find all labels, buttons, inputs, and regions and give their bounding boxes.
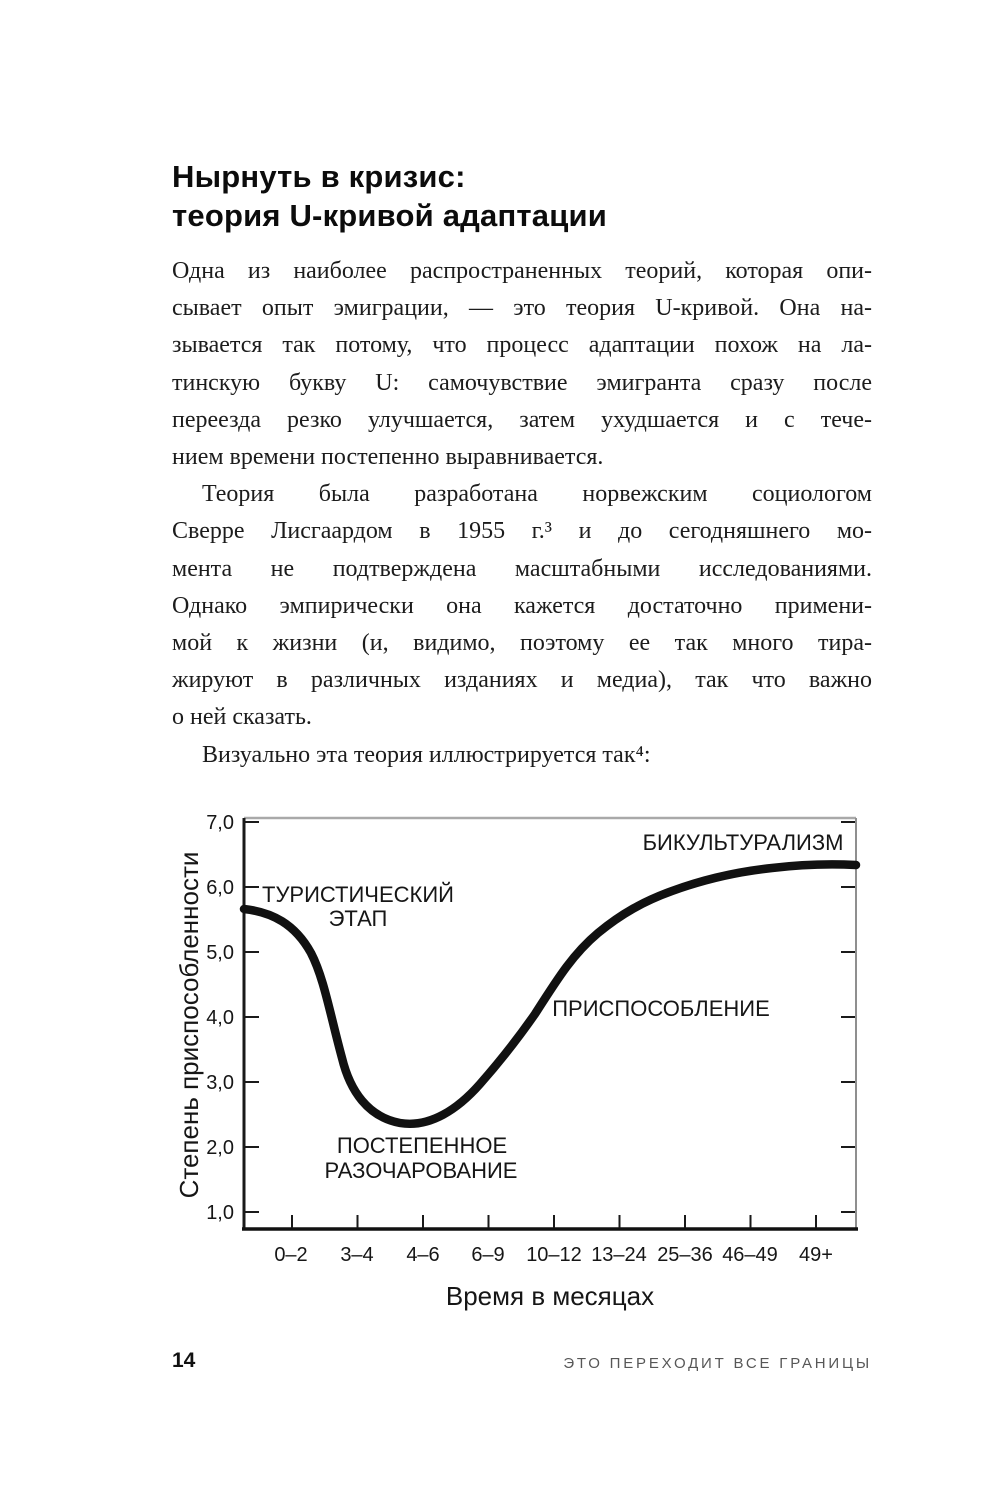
annotation-adjustment: ПРИСПОСОБЛЕНИЕ: [552, 996, 770, 1021]
text-line: Одна из наиболее распространенных теорий…: [172, 258, 872, 284]
x-tick-label: 10–12: [526, 1244, 582, 1266]
text-line: Теория была разработана норвежским социо…: [202, 481, 872, 508]
page-title: Нырнуть в кризис: теория U-кривой адапта…: [172, 157, 872, 235]
u-curve-chart: 7,0 6,0 5,0 4,0 3,0 2,0 1,0 0–2 3–4 4–6 …: [172, 806, 880, 1318]
paragraph-theory-history: Теория была разработана норвежским социо…: [172, 476, 872, 736]
text-line: мой к жизни (и, видимо, поэтому ее так м…: [172, 630, 872, 657]
annotation-gradual-disappointment-line-1: ПОСТЕПЕННОЕ: [337, 1133, 507, 1158]
y-tick-label: 6,0: [206, 877, 234, 899]
x-axis-ticks: [291, 1215, 817, 1228]
text-line: переезда резко улучшается, затем ухудшае…: [172, 406, 872, 433]
text-line: жируют в различных изданиях и медиа), та…: [172, 667, 872, 694]
annotation-tourist-stage-line-2: ЭТАП: [329, 906, 388, 931]
x-tick-label: 3–4: [340, 1244, 373, 1266]
x-tick-label: 13–24: [591, 1244, 647, 1266]
text-line: мента не подтверждена масштабными исслед…: [172, 555, 872, 582]
text-line: сывает опыт эмиграции, — это теория U-кр…: [172, 295, 872, 322]
text-line: о ней сказать.: [172, 704, 312, 731]
y-tick-label: 3,0: [206, 1072, 234, 1094]
y-tick-label: 5,0: [206, 942, 234, 964]
x-tick-label: 0–2: [274, 1244, 307, 1266]
annotation-biculturalism: БИКУЛЬТУРАЛИЗМ: [643, 830, 844, 855]
adaptation-curve: [239, 860, 861, 1129]
text-line: Визуально эта теория иллюстрируется так⁴…: [202, 741, 651, 768]
paragraph-chart-lead-in: Визуально эта теория иллюстрируется так⁴…: [172, 737, 872, 774]
text-line: нием времени постепенно выравнивается.: [172, 444, 604, 471]
x-tick-label: 25–36: [657, 1244, 713, 1266]
u-curve-chart-svg: 7,0 6,0 5,0 4,0 3,0 2,0 1,0 0–2 3–4 4–6 …: [174, 812, 861, 1311]
page-number: 14: [172, 1349, 196, 1372]
text-line: Сверре Лисгаардом в 1955 г.³ и до сегодн…: [172, 518, 872, 545]
text-line: Однако эмпирически она кажется достаточн…: [172, 592, 872, 619]
chart-frame: [242, 816, 858, 1231]
x-tick-label: 6–9: [471, 1244, 504, 1266]
y-tick-label: 1,0: [206, 1202, 234, 1224]
page-title-line-2: теория U-кривой адаптации: [172, 198, 608, 233]
x-tick-label: 46–49: [722, 1244, 778, 1266]
x-tick-labels: 0–2 3–4 4–6 6–9 10–12 13–24 25–36 46–49 …: [274, 1244, 833, 1266]
x-tick-label: 4–6: [406, 1244, 439, 1266]
y-axis-ticks-right: [841, 821, 855, 1213]
x-tick-label: 49+: [799, 1244, 833, 1266]
y-axis-ticks-left: [245, 821, 259, 1213]
page-title-line-1: Нырнуть в кризис:: [172, 159, 466, 194]
paragraph-intro: Одна из наиболее распространенных теорий…: [172, 253, 872, 476]
y-axis-title: Степень приспособленности: [174, 852, 204, 1199]
text-line: зывается так потому, что процесс адаптац…: [172, 332, 872, 359]
y-tick-labels: 7,0 6,0 5,0 4,0 3,0 2,0 1,0: [206, 812, 234, 1224]
text-line: тинскую букву U: самочувствие эмигранта …: [172, 369, 872, 396]
running-title: ЭТО ПЕРЕХОДИТ ВСЕ ГРАНИЦЫ: [563, 1355, 872, 1372]
chart-annotations: ТУРИСТИЧЕСКИЙ ЭТАП БИКУЛЬТУРАЛИЗМ ПРИСПО…: [262, 830, 843, 1183]
body-text: Одна из наиболее распространенных теорий…: [172, 253, 872, 774]
y-tick-label: 7,0: [206, 812, 234, 834]
x-axis-title: Время в месяцах: [446, 1281, 654, 1311]
annotation-tourist-stage-line-1: ТУРИСТИЧЕСКИЙ: [262, 882, 454, 907]
y-tick-label: 4,0: [206, 1007, 234, 1029]
annotation-gradual-disappointment-line-2: РАЗОЧАРОВАНИЕ: [325, 1158, 518, 1183]
y-tick-label: 2,0: [206, 1137, 234, 1159]
